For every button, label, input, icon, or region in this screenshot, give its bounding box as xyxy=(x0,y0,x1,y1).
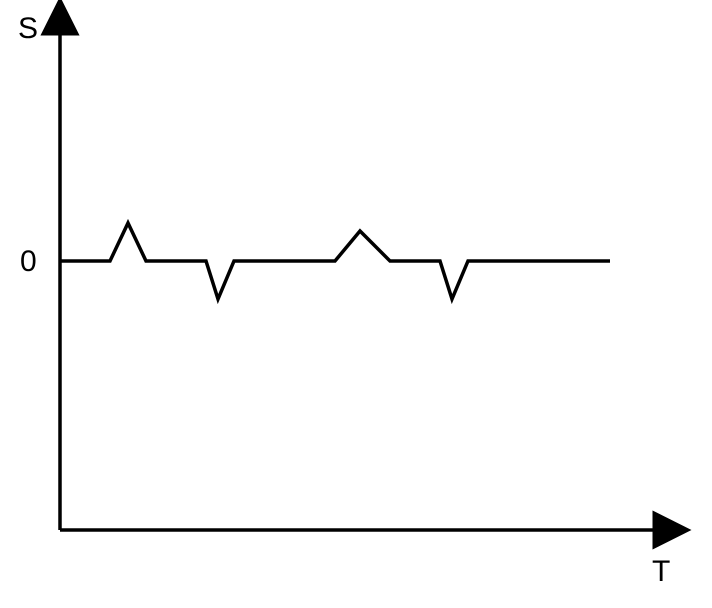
signal-chart: S T 0 xyxy=(0,0,712,608)
y-axis-label: S xyxy=(18,12,38,46)
x-axis-label: T xyxy=(652,555,670,589)
origin-label: 0 xyxy=(20,245,37,279)
chart-svg xyxy=(0,0,712,608)
